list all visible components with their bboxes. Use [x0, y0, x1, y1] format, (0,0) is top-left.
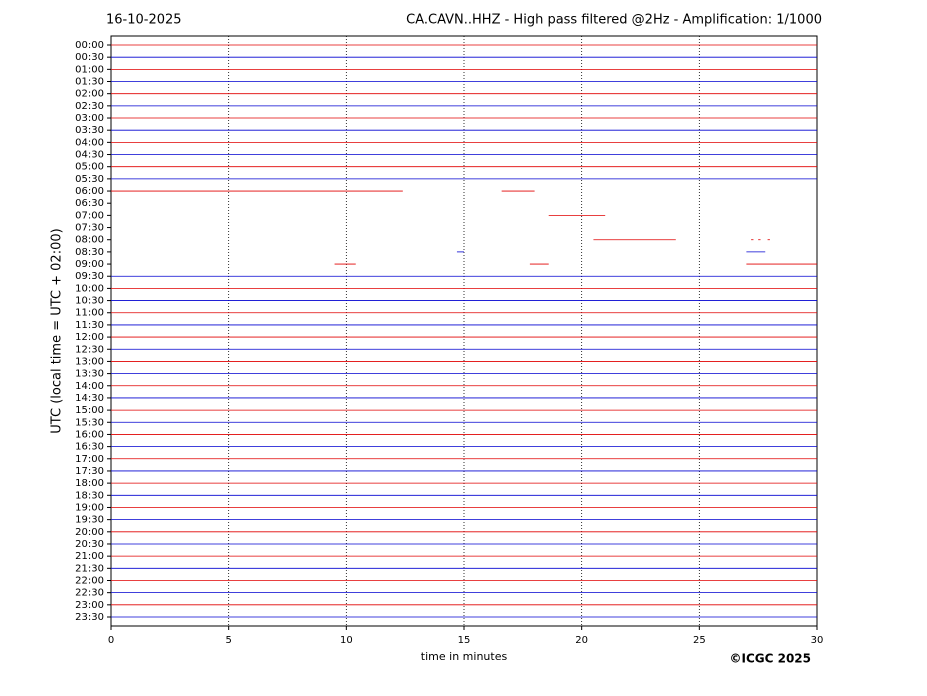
- x-tick-label: 20: [575, 635, 588, 646]
- date-title: 16-10-2025: [106, 13, 182, 28]
- x-axis-label: time in minutes: [421, 650, 508, 663]
- y-tick-label: 12:00: [75, 332, 104, 343]
- y-tick-label: 00:00: [75, 40, 104, 51]
- y-tick-label: 17:00: [75, 454, 104, 465]
- y-tick-label: 22:30: [75, 588, 104, 599]
- y-tick-label: 18:00: [75, 478, 104, 489]
- y-tick-label: 08:00: [75, 235, 104, 246]
- y-tick-label: 09:00: [75, 259, 104, 270]
- y-tick-label: 14:00: [75, 381, 104, 392]
- x-tick-label: 0: [108, 635, 114, 646]
- y-tick-label: 05:30: [75, 174, 104, 185]
- y-tick-label: 06:30: [75, 198, 104, 209]
- y-tick-label: 02:00: [75, 89, 104, 100]
- y-tick-label: 20:30: [75, 539, 104, 550]
- y-tick-label: 03:30: [75, 125, 104, 136]
- y-axis-label: UTC (local time = UTC + 02:00): [50, 228, 65, 433]
- y-tick-label: 11:00: [75, 308, 104, 319]
- y-tick-label: 04:00: [75, 137, 104, 148]
- y-tick-label: 07:00: [75, 210, 104, 221]
- y-tick-label: 21:00: [75, 551, 104, 562]
- y-tick-label: 06:00: [75, 186, 104, 197]
- y-tick-label: 18:30: [75, 490, 104, 501]
- y-tick-label: 15:00: [75, 405, 104, 416]
- x-tick-label: 10: [340, 635, 353, 646]
- y-tick-label: 23:30: [75, 612, 104, 623]
- x-tick-label: 5: [225, 635, 231, 646]
- x-tick-label: 15: [458, 635, 471, 646]
- x-tick-label: 30: [811, 635, 824, 646]
- y-tick-label: 02:30: [75, 101, 104, 112]
- y-tick-label: 20:00: [75, 527, 104, 538]
- y-tick-label: 01:30: [75, 77, 104, 88]
- y-tick-label: 19:30: [75, 515, 104, 526]
- y-tick-label: 11:30: [75, 320, 104, 331]
- y-tick-label: 04:30: [75, 150, 104, 161]
- y-tick-label: 05:00: [75, 162, 104, 173]
- y-tick-label: 10:30: [75, 296, 104, 307]
- y-tick-label: 17:30: [75, 466, 104, 477]
- y-tick-label: 13:30: [75, 369, 104, 380]
- y-tick-label: 12:30: [75, 344, 104, 355]
- y-tick-label: 03:00: [75, 113, 104, 124]
- y-tick-label: 16:00: [75, 429, 104, 440]
- y-tick-label: 15:30: [75, 417, 104, 428]
- chart-title: CA.CAVN..HHZ - High pass filtered @2Hz -…: [406, 13, 822, 28]
- credit: ©ICGC 2025: [729, 652, 811, 666]
- y-tick-label: 00:30: [75, 52, 104, 63]
- y-tick-label: 19:00: [75, 502, 104, 513]
- y-tick-label: 07:30: [75, 223, 104, 234]
- y-tick-label: 22:00: [75, 575, 104, 586]
- x-tick-label: 25: [693, 635, 706, 646]
- y-tick-label: 10:00: [75, 283, 104, 294]
- y-tick-label: 16:30: [75, 442, 104, 453]
- y-tick-label: 01:00: [75, 64, 104, 75]
- y-tick-label: 23:00: [75, 600, 104, 611]
- y-tick-label: 13:00: [75, 356, 104, 367]
- y-tick-label: 14:30: [75, 393, 104, 404]
- y-tick-label: 21:30: [75, 563, 104, 574]
- y-tick-label: 08:30: [75, 247, 104, 258]
- y-tick-label: 09:30: [75, 271, 104, 282]
